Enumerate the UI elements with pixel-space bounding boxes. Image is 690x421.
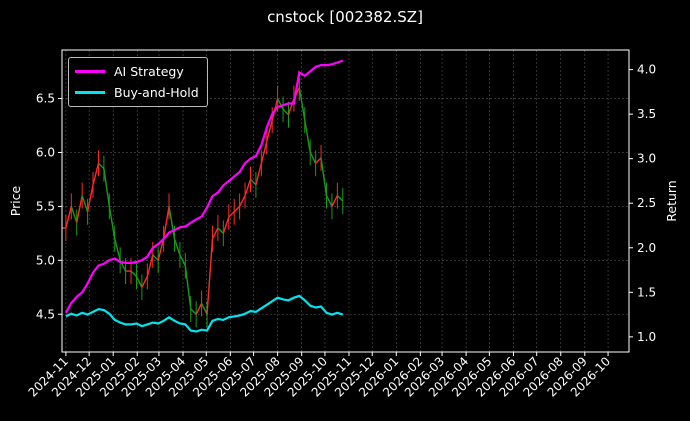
- price-segment: [244, 179, 252, 196]
- price-segment: [70, 206, 78, 223]
- price-segment: [228, 211, 235, 218]
- legend-swatch-ai-strategy: [75, 70, 105, 73]
- price-segment: [320, 157, 328, 196]
- price-segment: [325, 195, 333, 207]
- legend-item-ai-strategy: AI Strategy: [75, 61, 199, 82]
- price-segment: [331, 195, 338, 207]
- price-segment: [260, 141, 268, 164]
- y2-tick-label: 1.0: [637, 330, 656, 344]
- price-segment: [152, 254, 159, 261]
- price-segment: [298, 87, 306, 121]
- price-segment: [277, 98, 284, 110]
- legend-label-ai-strategy: AI Strategy: [114, 64, 184, 79]
- y-axis-label: Price: [8, 185, 23, 216]
- price-segment: [92, 163, 100, 185]
- price-segment: [81, 195, 89, 213]
- y-tick-label: 6.5: [36, 92, 55, 106]
- y-tick-label: 5.5: [36, 199, 55, 213]
- price-segment: [103, 168, 111, 207]
- price-segment: [141, 276, 148, 288]
- price-segment: [249, 178, 257, 186]
- price-segment: [190, 308, 197, 315]
- price-segment: [255, 163, 263, 185]
- legend-label-buy-and-hold: Buy-and-Hold: [114, 85, 199, 100]
- price-segment: [233, 205, 241, 213]
- price-segment: [315, 157, 322, 164]
- price-segment: [282, 108, 289, 116]
- price-segment: [86, 184, 94, 212]
- price-segment: [195, 303, 203, 315]
- chart-title: cnstock [002382.SZ]: [267, 8, 423, 26]
- y2-tick-label: 3.0: [637, 152, 656, 166]
- series-line-ai-strategy: [64, 59, 344, 314]
- y-tick-label: 4.5: [36, 307, 55, 321]
- price-segment: [130, 270, 137, 277]
- legend-item-buy-and-hold: Buy-and-Hold: [75, 82, 199, 103]
- price-segment: [114, 238, 121, 261]
- price-segment: [238, 195, 246, 207]
- y-tick-label: 5.0: [36, 253, 55, 267]
- price-segment: [76, 195, 83, 223]
- chart-legend: AI Strategy Buy-and-Hold: [68, 57, 208, 107]
- legend-swatch-buy-and-hold: [75, 91, 105, 94]
- y2-axis-label: Return: [664, 180, 679, 221]
- price-segment: [157, 238, 165, 261]
- y2-tick-label: 2.0: [637, 241, 656, 255]
- price-segment: [200, 303, 208, 315]
- price-segment: [222, 216, 230, 234]
- price-segment: [217, 227, 224, 234]
- price-segment: [65, 206, 72, 229]
- y2-tick-label: 4.0: [637, 63, 656, 77]
- price-segment: [287, 98, 295, 115]
- price-segment: [304, 119, 311, 153]
- price-segment: [184, 265, 192, 309]
- price-segment: [108, 206, 116, 239]
- price-segment: [162, 206, 170, 239]
- price-segment: [266, 119, 273, 142]
- price-segment: [211, 227, 219, 240]
- y-tick-label: 6.0: [36, 145, 55, 159]
- plot-frame: [61, 49, 630, 353]
- price-segment: [146, 254, 154, 277]
- price-segment: [135, 276, 143, 288]
- price-segment: [173, 238, 181, 256]
- y2-tick-label: 3.5: [637, 107, 656, 121]
- series-line-buy-and-hold: [65, 294, 344, 333]
- y2-tick-label: 1.5: [637, 285, 656, 299]
- price-segment: [97, 162, 105, 170]
- price-segment: [336, 195, 344, 202]
- price-segment: [206, 238, 214, 315]
- price-segment: [309, 152, 317, 164]
- price-segment: [179, 254, 186, 267]
- price-segment: [168, 206, 176, 239]
- y2-tick-label: 2.5: [637, 196, 656, 210]
